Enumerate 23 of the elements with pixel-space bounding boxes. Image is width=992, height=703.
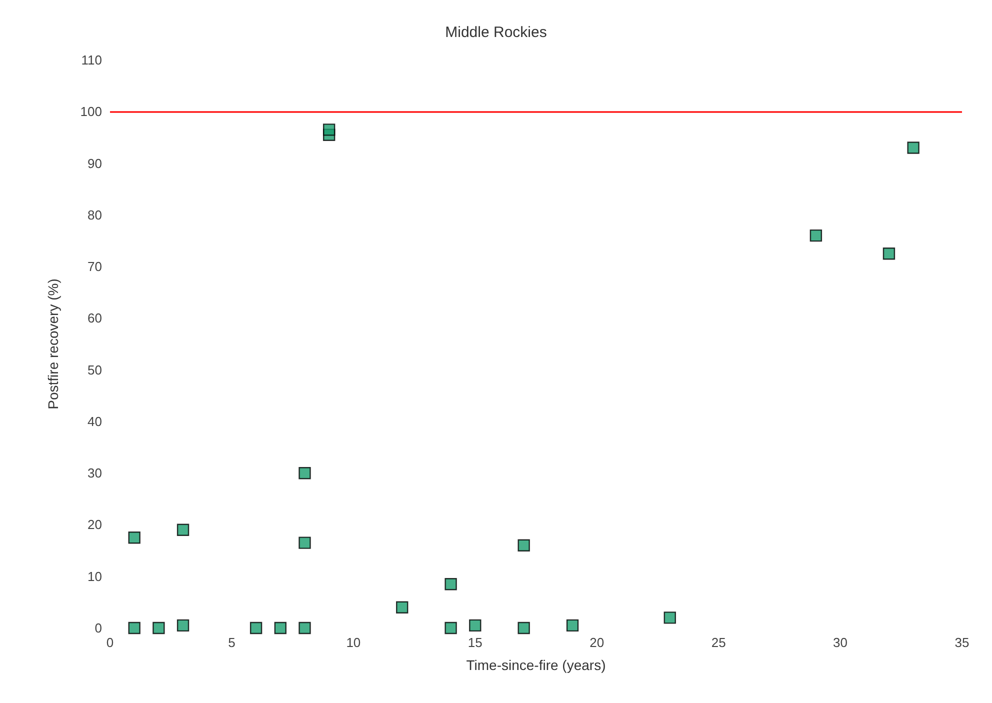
x-tick-label: 20	[590, 635, 604, 650]
y-tick-label: 50	[88, 362, 102, 378]
chart-title: Middle Rockies	[445, 24, 547, 41]
y-tick-label: 60	[88, 310, 102, 326]
x-tick-label: 10	[346, 635, 361, 650]
y-tick-label: 40	[88, 414, 102, 429]
x-tick-label: 35	[954, 635, 970, 650]
y-tick-label: 90	[88, 156, 102, 171]
x-tick-label: 30	[833, 635, 848, 650]
y-tick-label: 20	[88, 517, 102, 532]
y-tick-label: 100	[80, 104, 102, 120]
y-tick-label: 80	[88, 207, 102, 222]
y-tick-label: 0	[94, 620, 102, 636]
y-tick-label: 110	[81, 52, 102, 68]
x-axis-title: Time-since-fire (years)	[466, 657, 606, 673]
y-axis-title: Postfire recovery (%)	[45, 278, 61, 410]
x-tick-label: 15	[468, 635, 482, 650]
x-tick-label: 0	[106, 635, 114, 650]
y-tick-label: 30	[88, 466, 102, 481]
x-tick-label: 25	[711, 635, 726, 650]
x-tick-label: 5	[228, 635, 236, 650]
y-tick-label: 10	[88, 568, 102, 584]
y-tick-label: 70	[88, 259, 102, 274]
